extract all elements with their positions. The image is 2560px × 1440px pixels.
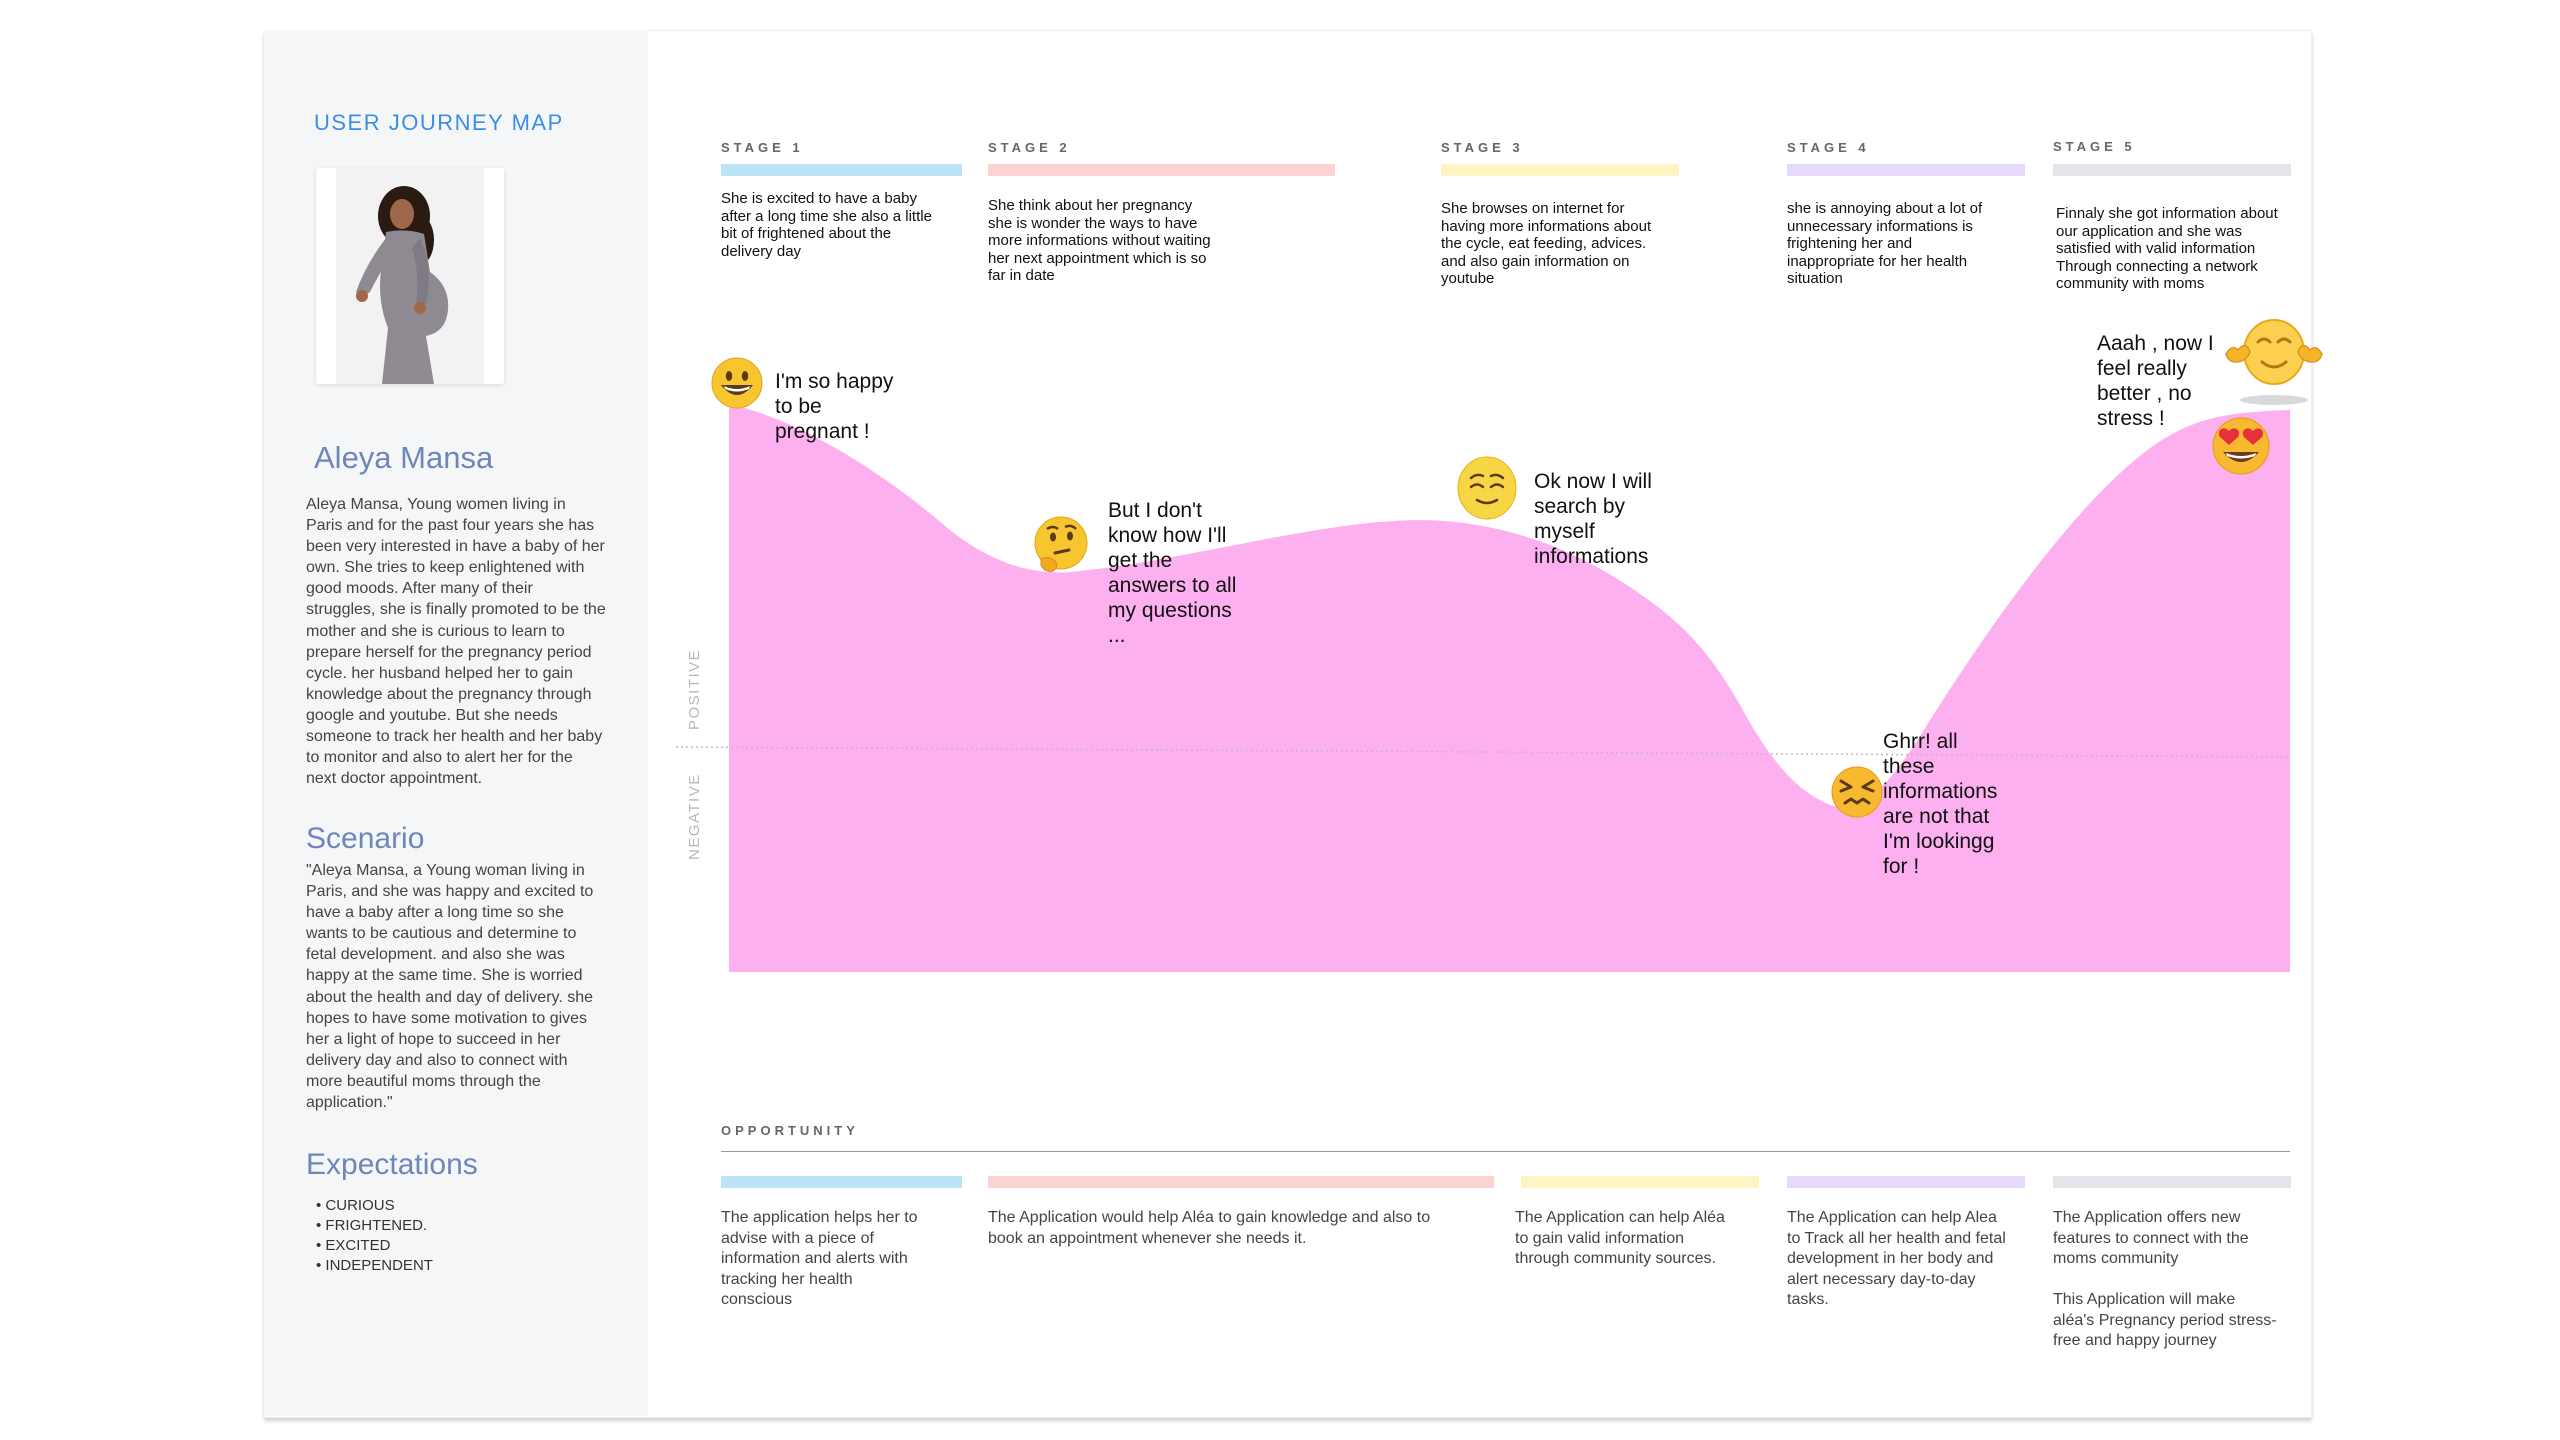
stage-2-label: STAGE 2 bbox=[988, 140, 1071, 155]
stage-4-bar bbox=[1787, 164, 2025, 176]
grinning-face-icon bbox=[711, 357, 763, 409]
opportunity-2-text: The Application would help Aléa to gain … bbox=[988, 1209, 1431, 1247]
expectation-item: EXCITED bbox=[316, 1236, 433, 1256]
opportunity-1-text: The application helps her to advise with… bbox=[721, 1209, 918, 1308]
expectation-item: INDEPENDENT bbox=[316, 1256, 433, 1276]
axis-positive-label: POSITIVE bbox=[686, 648, 703, 730]
thinking-face-icon bbox=[1034, 516, 1088, 572]
stage-4-description: she is annoying about a lot of unnecessa… bbox=[1787, 200, 1983, 287]
stage-5-label: STAGE 5 bbox=[2053, 139, 2136, 154]
stage-2-bar bbox=[988, 164, 1335, 176]
opportunity-4-text: The Application can help Alea to Track a… bbox=[1787, 1209, 2006, 1308]
stage-1-label: STAGE 1 bbox=[721, 140, 804, 155]
relieved-face-icon bbox=[1457, 456, 1517, 520]
expectations-heading: Expectations bbox=[306, 1148, 478, 1181]
opportunity-3-text: The Application can help Aléa to gain va… bbox=[1515, 1209, 1725, 1267]
opportunity-1-bar bbox=[721, 1176, 962, 1188]
celebrating-face-icon bbox=[2225, 319, 2323, 405]
emotion-text-1: I'm so happy to be pregnant ! bbox=[775, 370, 894, 443]
expectations-list: CURIOUS FRIGHTENED. EXCITED INDEPENDENT bbox=[316, 1196, 433, 1276]
opportunity-2-bar bbox=[988, 1176, 1494, 1188]
emotion-text-2: But I don't know how I'll get the answer… bbox=[1108, 499, 1237, 647]
neutral-line bbox=[675, 746, 2291, 758]
stage-2-description: She think about her pregnancy she is won… bbox=[988, 197, 1211, 284]
pregnant-woman-illustration bbox=[316, 168, 504, 384]
stage-1-bar bbox=[721, 164, 962, 176]
stage-1-description: She is excited to have a baby after a lo… bbox=[721, 190, 932, 260]
stage-4-label: STAGE 4 bbox=[1787, 140, 1870, 155]
emotion-text-3: Ok now I will search by myself informati… bbox=[1534, 470, 1652, 568]
stage-3-label: STAGE 3 bbox=[1441, 140, 1524, 155]
opportunity-divider bbox=[721, 1151, 2290, 1152]
stage-5-description: Finnaly she got information about our ap… bbox=[2056, 205, 2278, 292]
persona-bio: Aleya Mansa, Young women living in Paris… bbox=[306, 496, 606, 788]
stage-3-description: She browses on internet for having more … bbox=[1441, 200, 1652, 287]
emotion-curve-area bbox=[729, 404, 2290, 972]
scenario-heading: Scenario bbox=[306, 822, 425, 855]
stage-3-bar bbox=[1441, 164, 1679, 176]
expectation-item: FRIGHTENED. bbox=[316, 1216, 433, 1236]
persona-photo bbox=[316, 168, 504, 384]
opportunity-title: OPPORTUNITY bbox=[721, 1123, 859, 1138]
opportunity-3-bar bbox=[1521, 1176, 1759, 1188]
opportunity-5-text: The Application offers new features to c… bbox=[2053, 1209, 2249, 1267]
expectation-item: CURIOUS bbox=[316, 1196, 433, 1216]
opportunity-4-bar bbox=[1787, 1176, 2025, 1188]
heart-eyes-face-icon bbox=[2212, 417, 2270, 475]
scenario-text: "Aleya Mansa, a Young woman living in Pa… bbox=[306, 862, 594, 1112]
map-title: USER JOURNEY MAP bbox=[314, 110, 564, 135]
emotion-text-5: Aaah , now I feel really better , no str… bbox=[2097, 332, 2214, 430]
persona-name: Aleya Mansa bbox=[314, 440, 494, 475]
stage-5-bar bbox=[2053, 164, 2291, 176]
opportunity-5-text-2: This Application will make aléa's Pregna… bbox=[2053, 1291, 2277, 1349]
confounded-face-icon bbox=[1831, 766, 1883, 818]
emotion-text-4: Ghrr! all these informations are not tha… bbox=[1883, 730, 1998, 878]
opportunity-5-bar bbox=[2053, 1176, 2291, 1188]
axis-negative-label: NEGATIVE bbox=[686, 773, 703, 860]
